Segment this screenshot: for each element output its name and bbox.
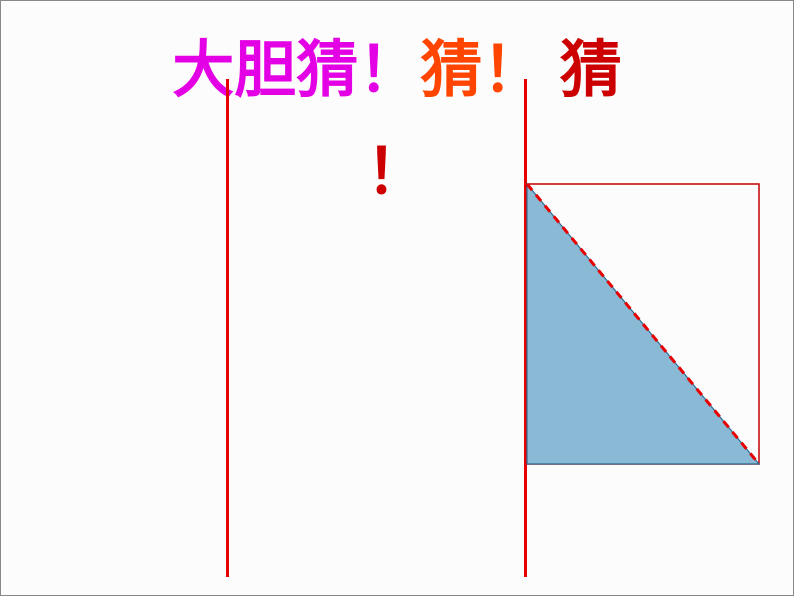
title-line2-text: ！ [366, 139, 428, 207]
title-seg-3: 猜 [544, 37, 622, 105]
title-seg-1: 大胆猜！ [172, 37, 420, 105]
vertical-line-left [226, 79, 229, 577]
title-row: 大胆猜！猜！ 猜 [1, 19, 793, 109]
triangle-diagram [525, 182, 761, 466]
